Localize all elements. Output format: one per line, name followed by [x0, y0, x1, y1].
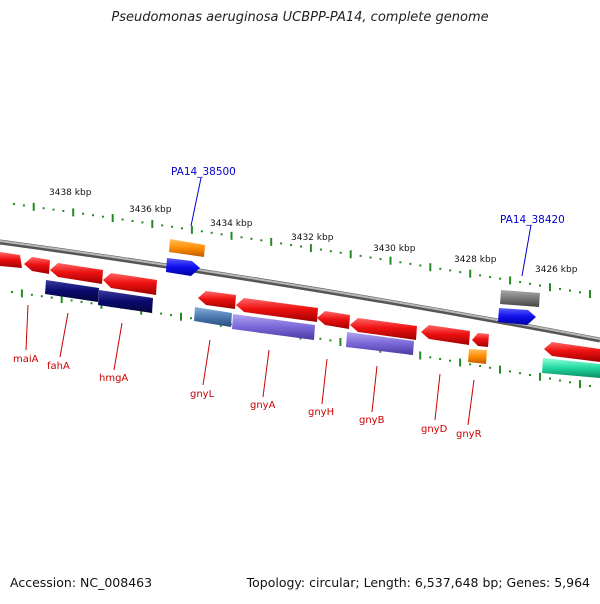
scale-label: 3438 kbp — [49, 188, 92, 198]
locus-leaders — [190, 177, 532, 277]
feature-bar-steel[interactable] — [194, 307, 232, 327]
feature-arrow-blue[interactable] — [498, 308, 536, 325]
cds-arrow[interactable] — [50, 263, 103, 284]
accession-text: Accession: NC_008463 — [10, 575, 153, 590]
cds-arrow[interactable] — [317, 311, 350, 329]
scale-label: 3436 kbp — [129, 205, 172, 215]
cds-features — [0, 252, 600, 362]
feature-bar-teal[interactable] — [542, 358, 600, 378]
cds-arrow[interactable] — [544, 342, 600, 362]
gene-label-gnyl[interactable]: gnyL — [190, 389, 215, 400]
feature-bar-navy[interactable] — [98, 290, 153, 313]
gene-label-gnya[interactable]: gnyA — [250, 400, 276, 411]
cds-arrow[interactable] — [236, 298, 318, 322]
cds-arrow[interactable] — [103, 273, 157, 295]
feature-bar-orange[interactable] — [169, 239, 205, 257]
genome-title: Pseudomonas aeruginosa UCBPP-PA14, compl… — [111, 10, 489, 25]
cds-arrow[interactable] — [472, 333, 489, 347]
scale-ticks-outer — [13, 202, 591, 298]
inner-features — [45, 280, 600, 378]
cds-arrow[interactable] — [198, 291, 236, 309]
feature-bar-gray[interactable] — [500, 290, 540, 307]
gene-label-hmga[interactable]: hmgA — [99, 373, 128, 384]
locus-label-pa14-38500[interactable]: PA14_38500 — [171, 166, 236, 178]
scale-label: 3430 kbp — [373, 244, 416, 254]
gene-label-faha[interactable]: fahA — [47, 361, 70, 372]
cds-arrow[interactable] — [421, 325, 470, 345]
cds-arrow[interactable] — [0, 252, 22, 268]
feature-bar-orange[interactable] — [468, 349, 487, 364]
gene-leaders — [25, 304, 475, 426]
feature-bar-navy[interactable] — [45, 280, 99, 302]
genome-stats-text: Topology: circular; Length: 6,537,648 bp… — [246, 575, 590, 590]
scale-label: 3432 kbp — [291, 233, 334, 243]
gene-label-maia[interactable]: maiA — [13, 354, 39, 365]
outer-features — [166, 239, 540, 325]
cds-arrow[interactable] — [350, 318, 417, 340]
gene-label-gnyb[interactable]: gnyB — [359, 415, 385, 426]
feature-bar-lavender[interactable] — [346, 332, 414, 355]
locus-label-pa14-38420[interactable]: PA14_38420 — [500, 214, 565, 226]
scale-label: 3426 kbp — [535, 265, 578, 275]
gene-label-gnyd[interactable]: gnyD — [421, 424, 448, 435]
scale-labels: 3438 kbp 3436 kbp 3434 kbp 3432 kbp 3430… — [49, 188, 578, 275]
scale-label: 3434 kbp — [210, 219, 253, 229]
gene-label-gnyr[interactable]: gnyR — [456, 429, 482, 440]
scale-label: 3428 kbp — [454, 255, 497, 265]
feature-bar-lavender[interactable] — [232, 314, 315, 340]
cds-arrow[interactable] — [24, 257, 50, 274]
feature-arrow-blue[interactable] — [166, 258, 200, 276]
gene-label-gnyh[interactable]: gnyH — [308, 407, 334, 418]
gene-labels: maiA fahA hmgA gnyL gnyA gnyH gnyB gnyD … — [13, 354, 482, 440]
